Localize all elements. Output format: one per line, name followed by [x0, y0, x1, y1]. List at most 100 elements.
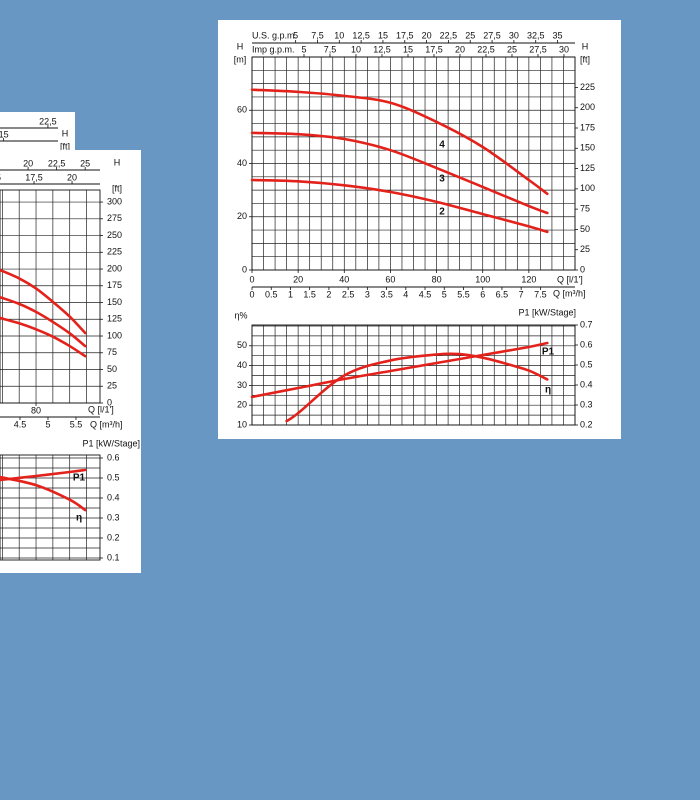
x2-tick-label: 1 — [288, 289, 293, 299]
series-label: P1 — [73, 473, 86, 484]
top-tick-label: 20 — [455, 44, 465, 54]
x-tick-label: 100 — [475, 274, 490, 284]
x-tick-label: 80 — [31, 405, 41, 415]
y2-tick-label: 200 — [580, 102, 595, 112]
y2-tick-label: 200 — [107, 263, 122, 273]
y-tick-label: 50 — [237, 340, 247, 350]
top-tick-label: 27,5 — [529, 44, 547, 54]
y2-tick-label: 0.6 — [107, 452, 120, 462]
y2-tick-label: 0.3 — [107, 512, 120, 522]
top-tick-label: 22,5 — [440, 30, 458, 40]
y2-label-top: H — [62, 128, 69, 138]
series-label: η — [545, 385, 551, 396]
top-tick-label: 30 — [559, 44, 569, 54]
top-tick-label: 22,5 — [477, 44, 495, 54]
y2-tick-label: 100 — [580, 183, 595, 193]
y2-tick-label: 275 — [107, 213, 122, 223]
top-tick-label: 15 — [378, 30, 388, 40]
curve — [0, 268, 87, 335]
x-label: Q [l/1'] — [88, 404, 114, 414]
y2-tick-label: 0.4 — [580, 379, 593, 389]
y2-tick-label: 125 — [107, 314, 122, 324]
x2-tick-label: 1.5 — [303, 289, 316, 299]
series-label: 2 — [439, 207, 445, 218]
top-tick-label: 15 — [0, 172, 1, 182]
top-tick-label: 32,5 — [527, 30, 545, 40]
curve — [0, 316, 87, 358]
y2-tick-label: 0 — [580, 264, 585, 274]
y2-tick-label: 0.2 — [107, 532, 120, 542]
x2-tick-label: 2 — [326, 289, 331, 299]
y2-tick-label: 175 — [580, 122, 595, 132]
top-tick-label: 7,5 — [324, 44, 337, 54]
x-tick-label: 40 — [339, 274, 349, 284]
y2-tick-label: 125 — [580, 163, 595, 173]
x2-tick-label: 7.5 — [534, 289, 547, 299]
x-tick-label: 80 — [432, 274, 442, 284]
series-label: P1 — [542, 347, 555, 358]
panel-background — [0, 150, 141, 573]
y2-tick-label: 0.3 — [580, 399, 593, 409]
y-label-top: H — [237, 41, 244, 51]
top-tick-label: 15 — [403, 44, 413, 54]
top-tick-label: 10 — [334, 30, 344, 40]
top-tick-label: 5 — [293, 30, 298, 40]
x-tick-label: 0 — [249, 274, 254, 284]
y-tick-label: 10 — [237, 419, 247, 429]
y2-tick-label: 0.5 — [580, 359, 593, 369]
y-label: η% — [234, 310, 247, 320]
curve — [250, 131, 549, 215]
y2-tick-label: 250 — [107, 230, 122, 240]
curve — [0, 468, 87, 482]
x2-tick-label: 5.5 — [70, 419, 83, 429]
y-tick-label: 30 — [237, 380, 247, 390]
top-tick-label: 17,5 — [396, 30, 414, 40]
x2-tick-label: 6 — [480, 289, 485, 299]
x2-tick-label: 6.5 — [496, 289, 509, 299]
x-label: Q [l/1'] — [557, 274, 583, 284]
x2-tick-label: 3 — [365, 289, 370, 299]
y-tick-label: 20 — [237, 211, 247, 221]
x2-tick-label: 0 — [249, 289, 254, 299]
curve — [0, 475, 87, 512]
top-tick-label: 17,5 — [425, 44, 443, 54]
y2-tick-label: 50 — [107, 364, 117, 374]
x2-tick-label: 7 — [519, 289, 524, 299]
y2-tick-label: 300 — [107, 196, 122, 206]
y2-tick-label: 0.6 — [580, 339, 593, 349]
x2-tick-label: 4.5 — [419, 289, 432, 299]
y2-tick-label: 225 — [107, 247, 122, 257]
panel-left: 0 25 50 75 100 125 150 175 200 225 250 275 300 80 4.5 5… — [0, 150, 141, 573]
y2-tick-label: 25 — [107, 381, 117, 391]
x-tick-label: 120 — [521, 274, 536, 284]
top-tick-label: 17,5 — [25, 172, 43, 182]
plot-frame — [0, 189, 101, 404]
y2-tick-label: 0.5 — [107, 472, 120, 482]
y2-tick-label: 0.4 — [107, 492, 120, 502]
y-tick-label: 40 — [237, 158, 247, 168]
y-tick-label: 0 — [242, 264, 247, 274]
y-tick-label: 40 — [237, 360, 247, 370]
x2-tick-label: 5 — [442, 289, 447, 299]
curve — [250, 178, 549, 234]
x2-tick-label: 5 — [45, 419, 50, 429]
y2-tick-label: 225 — [580, 82, 595, 92]
top-tick-label: 35 — [553, 30, 563, 40]
curve — [0, 295, 87, 348]
curve — [285, 352, 549, 423]
curve — [250, 341, 549, 399]
y2-label: [ft] — [580, 54, 590, 64]
x2-tick-label: 2.5 — [342, 289, 355, 299]
top-tick-label: 30 — [509, 30, 519, 40]
top-tick-label: 22,5 — [39, 116, 57, 126]
x2-label: Q [m³/h] — [553, 288, 586, 298]
panel-background — [0, 112, 75, 152]
plot-frame — [251, 324, 576, 426]
x2-tick-label: 4 — [403, 289, 408, 299]
y2-label: [ft] — [112, 183, 122, 193]
top-tick-label: 7,5 — [311, 30, 324, 40]
panel-background — [218, 20, 621, 439]
top-tick-label: 22,5 — [48, 158, 66, 168]
y2-tick-label: 0 — [107, 397, 112, 407]
